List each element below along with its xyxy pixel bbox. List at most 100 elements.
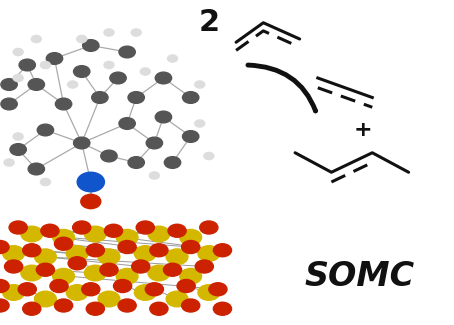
Circle shape: [213, 302, 232, 315]
Circle shape: [28, 79, 44, 90]
Circle shape: [116, 229, 138, 245]
Circle shape: [114, 280, 132, 292]
Circle shape: [150, 302, 168, 315]
Circle shape: [31, 35, 41, 43]
Circle shape: [28, 163, 44, 175]
Circle shape: [68, 81, 78, 88]
Circle shape: [1, 98, 17, 110]
Circle shape: [198, 246, 220, 261]
Circle shape: [104, 224, 123, 237]
Circle shape: [164, 157, 181, 168]
Circle shape: [4, 159, 14, 166]
Circle shape: [55, 98, 72, 110]
Circle shape: [86, 302, 104, 315]
Circle shape: [0, 280, 9, 292]
Circle shape: [128, 92, 144, 103]
Circle shape: [54, 299, 73, 312]
Circle shape: [166, 249, 188, 265]
Circle shape: [36, 263, 54, 276]
Text: 2: 2: [198, 8, 219, 37]
Circle shape: [35, 249, 56, 265]
Circle shape: [180, 229, 202, 245]
Circle shape: [83, 40, 99, 51]
Circle shape: [98, 291, 120, 307]
Circle shape: [155, 111, 172, 123]
Circle shape: [195, 120, 205, 127]
Circle shape: [116, 268, 138, 284]
Circle shape: [13, 133, 23, 140]
Circle shape: [104, 29, 114, 36]
Circle shape: [119, 46, 135, 58]
Circle shape: [77, 35, 87, 43]
Circle shape: [81, 194, 101, 209]
Circle shape: [134, 285, 156, 300]
Circle shape: [148, 265, 170, 281]
Circle shape: [5, 260, 23, 273]
Circle shape: [92, 92, 108, 103]
Circle shape: [66, 246, 88, 261]
Circle shape: [100, 263, 118, 276]
Circle shape: [183, 92, 199, 103]
Circle shape: [0, 299, 9, 312]
Circle shape: [86, 244, 104, 257]
Circle shape: [131, 29, 141, 36]
Circle shape: [23, 302, 41, 315]
Circle shape: [101, 150, 117, 162]
Circle shape: [23, 244, 41, 257]
Circle shape: [40, 178, 50, 186]
Circle shape: [182, 299, 200, 312]
Circle shape: [54, 237, 73, 250]
Circle shape: [3, 285, 25, 300]
Circle shape: [128, 157, 144, 168]
Circle shape: [35, 291, 56, 307]
FancyArrowPatch shape: [248, 65, 316, 111]
Circle shape: [204, 152, 214, 160]
Circle shape: [136, 221, 154, 234]
Circle shape: [182, 240, 200, 254]
Circle shape: [13, 74, 23, 82]
Circle shape: [50, 280, 68, 292]
Circle shape: [9, 221, 27, 234]
Circle shape: [98, 249, 120, 265]
Circle shape: [18, 283, 36, 296]
Circle shape: [104, 61, 114, 69]
Circle shape: [195, 81, 205, 88]
Circle shape: [168, 55, 178, 62]
Circle shape: [140, 68, 150, 75]
Circle shape: [74, 137, 90, 149]
Circle shape: [68, 257, 86, 270]
Circle shape: [46, 53, 63, 64]
Circle shape: [19, 59, 35, 71]
Circle shape: [166, 291, 188, 307]
Circle shape: [110, 72, 126, 84]
Text: +: +: [354, 120, 373, 140]
Circle shape: [213, 244, 232, 257]
Circle shape: [74, 66, 90, 77]
Circle shape: [146, 137, 163, 149]
Circle shape: [77, 172, 104, 192]
Circle shape: [149, 172, 159, 179]
Circle shape: [134, 246, 156, 261]
Circle shape: [21, 265, 43, 281]
Circle shape: [198, 285, 220, 300]
Circle shape: [84, 265, 106, 281]
Circle shape: [37, 124, 54, 136]
Circle shape: [3, 246, 25, 261]
Circle shape: [1, 79, 17, 90]
Circle shape: [177, 280, 195, 292]
Circle shape: [118, 299, 136, 312]
Circle shape: [13, 48, 23, 56]
Circle shape: [183, 131, 199, 142]
Circle shape: [82, 283, 100, 296]
Circle shape: [119, 118, 135, 129]
Circle shape: [200, 221, 218, 234]
Circle shape: [155, 72, 172, 84]
Circle shape: [40, 61, 50, 69]
Circle shape: [168, 224, 186, 237]
Circle shape: [21, 226, 43, 242]
Circle shape: [118, 240, 136, 254]
Circle shape: [150, 244, 168, 257]
Circle shape: [66, 285, 88, 300]
Text: SOMC: SOMC: [304, 260, 415, 293]
Circle shape: [132, 260, 150, 273]
